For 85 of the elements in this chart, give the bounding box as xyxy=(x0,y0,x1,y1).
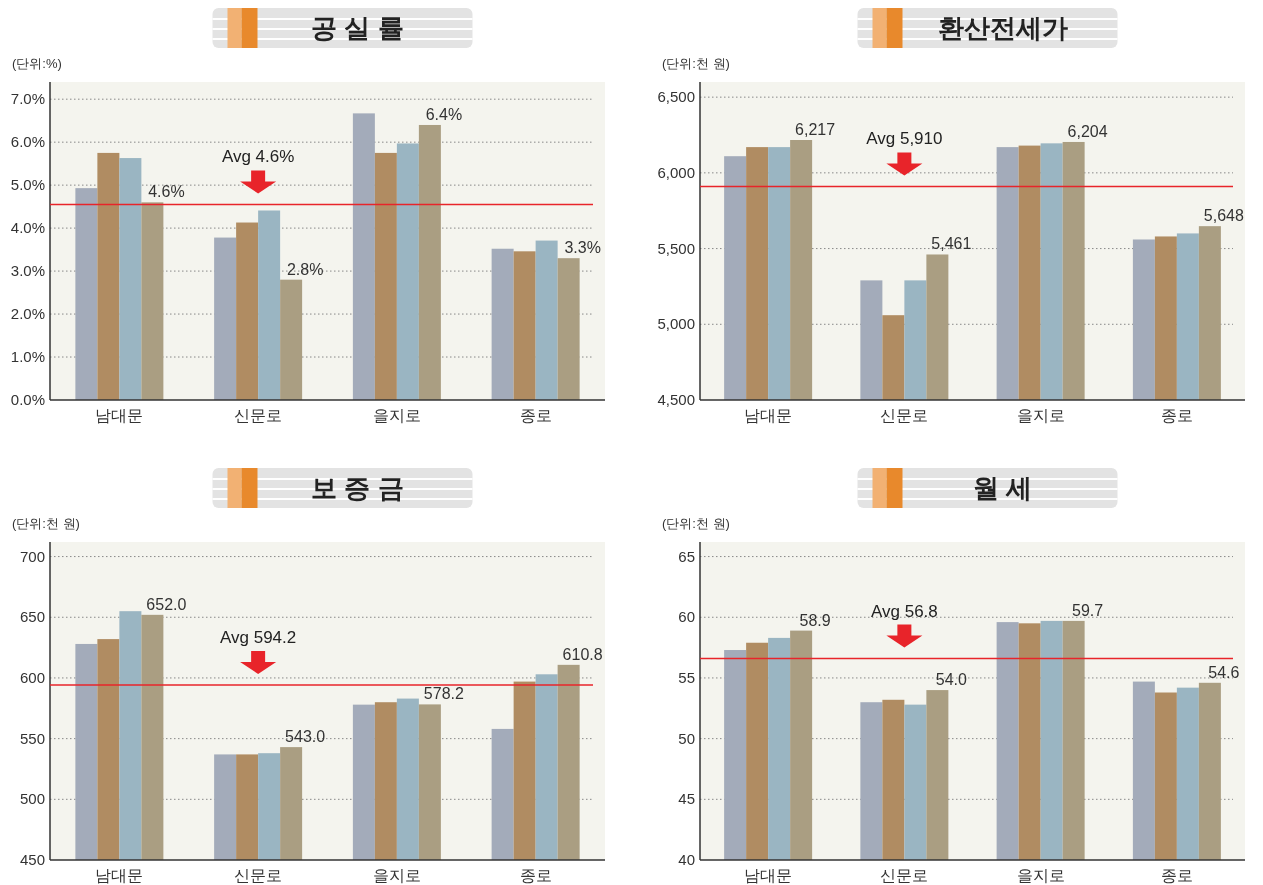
bar xyxy=(352,113,375,400)
x-tick-label: 남대문 xyxy=(95,867,144,884)
x-tick-label: 남대문 xyxy=(744,867,793,884)
bar xyxy=(374,152,397,400)
y-tick-label: 65 xyxy=(678,547,695,565)
bar xyxy=(491,248,514,400)
y-tick-label: 5.0% xyxy=(10,176,45,194)
x-tick-label: 종로 xyxy=(519,867,552,884)
data-label: 54.6 xyxy=(1208,663,1240,681)
bar xyxy=(141,202,164,400)
data-label: 578.2 xyxy=(423,685,464,703)
bar xyxy=(535,240,558,400)
data-label: 5,648 xyxy=(1203,207,1244,225)
data-label: 652.0 xyxy=(146,595,187,613)
data-label: 6,204 xyxy=(1067,122,1108,140)
y-tick-label: 4.0% xyxy=(10,219,45,237)
x-tick-label: 남대문 xyxy=(95,407,144,424)
x-tick-label: 을지로 xyxy=(372,407,421,424)
y-tick-label: 500 xyxy=(19,790,45,808)
x-tick-label: 종로 xyxy=(1160,867,1193,884)
y-tick-label: 700 xyxy=(19,547,45,565)
y-axis-title: (단위:천 원) xyxy=(12,516,80,531)
data-label: 54.0 xyxy=(935,671,968,689)
ref-line-label: Avg 5,910 xyxy=(866,129,943,149)
data-label: 543.0 xyxy=(285,728,326,746)
data-label: 58.9 xyxy=(799,611,831,629)
x-tick-label: 신문로 xyxy=(234,867,283,884)
y-tick-label: 6.0% xyxy=(10,133,45,151)
bar xyxy=(236,222,259,400)
x-tick-label: 을지로 xyxy=(372,867,421,884)
y-tick-label: 7.0% xyxy=(10,90,45,108)
ref-line-label: Avg 4.6% xyxy=(221,147,295,167)
data-label: 4.6% xyxy=(148,183,185,201)
chart-title: 보 증 금 xyxy=(311,473,404,503)
bar xyxy=(258,210,281,400)
y-axis-title: (단위:%) xyxy=(12,56,62,71)
y-tick-label: 45 xyxy=(678,790,695,808)
x-tick-label: 신문로 xyxy=(234,407,283,424)
y-axis-title: (단위:천 원) xyxy=(662,516,730,531)
y-tick-label: 3.0% xyxy=(10,262,45,280)
y-tick-label: 2.0% xyxy=(10,305,45,323)
y-tick-label: 650 xyxy=(19,608,45,626)
data-label: 2.8% xyxy=(286,260,324,278)
chart-title: 월 세 xyxy=(972,473,1033,503)
y-tick-label: 5,000 xyxy=(657,315,695,333)
ref-line-label: Avg 594.2 xyxy=(219,627,297,647)
y-tick-label: 6,500 xyxy=(657,88,695,106)
x-tick-label: 남대문 xyxy=(744,407,793,424)
data-label: 6.4% xyxy=(425,105,463,123)
y-tick-label: 5,500 xyxy=(657,239,695,257)
bar xyxy=(214,237,237,400)
bar xyxy=(75,188,98,400)
y-tick-label: 1.0% xyxy=(10,348,45,366)
bar xyxy=(418,124,441,400)
chart-title: 공 실 률 xyxy=(311,13,404,43)
bar xyxy=(557,258,580,400)
bar xyxy=(119,158,142,400)
bar xyxy=(513,251,536,400)
x-tick-label: 을지로 xyxy=(1016,867,1065,884)
y-tick-label: 40 xyxy=(678,851,695,868)
x-tick-label: 신문로 xyxy=(880,867,929,884)
y-axis-title: (단위:천 원) xyxy=(662,56,730,71)
data-label: 6,217 xyxy=(795,121,836,138)
y-tick-label: 50 xyxy=(678,729,695,747)
data-label: 5,461 xyxy=(931,235,972,253)
y-tick-label: 60 xyxy=(678,608,695,626)
data-label: 610.8 xyxy=(562,645,603,663)
x-tick-label: 종로 xyxy=(1160,407,1193,424)
y-tick-label: 550 xyxy=(19,729,45,747)
bar xyxy=(97,152,120,400)
y-tick-label: 0.0% xyxy=(10,391,45,408)
ref-line-label: Avg 56.8 xyxy=(870,601,938,621)
x-tick-label: 을지로 xyxy=(1016,407,1065,424)
x-tick-label: 종로 xyxy=(519,407,552,424)
y-tick-label: 4,500 xyxy=(657,391,695,408)
y-tick-label: 6,000 xyxy=(657,163,695,181)
x-tick-label: 신문로 xyxy=(880,407,929,424)
data-label: 3.3% xyxy=(564,239,601,257)
y-tick-label: 55 xyxy=(678,668,695,686)
bar xyxy=(280,279,303,400)
chart-title: 환산전세가 xyxy=(937,13,1068,43)
bar xyxy=(396,143,419,400)
data-label: 59.7 xyxy=(1072,601,1104,619)
y-tick-label: 450 xyxy=(19,851,45,868)
y-tick-label: 600 xyxy=(19,668,45,686)
